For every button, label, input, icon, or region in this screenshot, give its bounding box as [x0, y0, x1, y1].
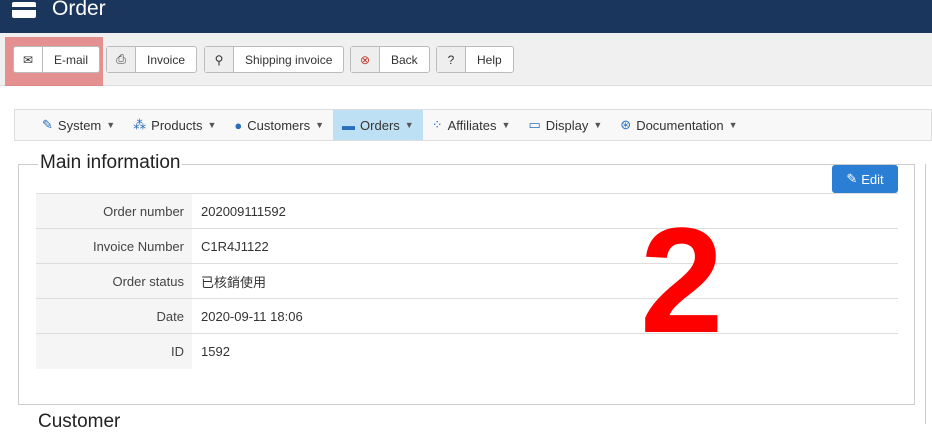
- row-value: 1592: [201, 343, 230, 359]
- nav-affiliates[interactable]: ⁘ Affiliates ▼: [423, 110, 520, 140]
- row-label: ID: [171, 343, 184, 359]
- edit-button[interactable]: ✎ Edit: [832, 165, 898, 193]
- shipping-invoice-label: Shipping invoice: [245, 52, 333, 67]
- nav-system[interactable]: ✎ System ▼: [33, 110, 124, 140]
- table-row: Order status 已核銷使用: [36, 263, 898, 299]
- caret-down-icon: ▼: [315, 120, 325, 130]
- nav-label: Products: [151, 117, 203, 133]
- row-value: C1R4J1122: [201, 238, 269, 254]
- caret-down-icon: ▼: [728, 120, 738, 130]
- nav-products[interactable]: ⁂ Products ▼: [124, 110, 225, 140]
- row-value-cell: 1592: [192, 333, 898, 369]
- main-information-legend: Main information: [38, 152, 183, 174]
- print-icon: ⎙: [107, 47, 136, 72]
- cubes-icon: ⁂: [133, 117, 147, 132]
- invoice-label: Invoice: [147, 52, 186, 67]
- main-information-panel: [18, 164, 915, 405]
- question-circle-icon: ?: [437, 47, 466, 72]
- row-value-cell: 202009111592: [192, 193, 898, 229]
- row-value: 已核銷使用: [201, 274, 267, 290]
- row-value-cell: C1R4J1122: [192, 228, 898, 264]
- back-button[interactable]: ⊗ Back: [350, 46, 430, 73]
- map-marker-icon: ⚲: [205, 47, 234, 72]
- row-label: Order status: [112, 273, 184, 289]
- customer-legend: Customer: [38, 411, 121, 432]
- row-label-cell: ID: [36, 333, 192, 369]
- nav-label: System: [57, 117, 102, 133]
- table-row: Order number 202009111592: [36, 193, 898, 229]
- nav-label: Customers: [247, 117, 311, 133]
- wrench-icon: ✎: [42, 117, 53, 132]
- credit-card-icon: [12, 2, 36, 18]
- help-label: Help: [477, 52, 502, 67]
- caret-down-icon: ▼: [207, 120, 217, 130]
- back-label: Back: [391, 52, 418, 67]
- nav-label: Display: [545, 117, 589, 133]
- table-row: Invoice Number C1R4J1122: [36, 228, 898, 264]
- row-value-cell: 已核銷使用: [192, 263, 898, 299]
- nav-display[interactable]: ▭ Display ▼: [519, 110, 611, 140]
- email-label: E-mail: [54, 52, 89, 67]
- caret-down-icon: ▼: [501, 120, 511, 130]
- row-label-cell: Order status: [36, 263, 192, 299]
- credit-card-icon: ▬: [342, 117, 356, 133]
- times-circle-icon: ⊗: [351, 47, 380, 72]
- help-button[interactable]: ? Help: [436, 46, 514, 73]
- nav-label: Documentation: [636, 117, 724, 133]
- users-icon: ⁘: [431, 117, 443, 132]
- edit-label: Edit: [861, 171, 884, 187]
- invoice-button[interactable]: ⎙ Invoice: [106, 46, 198, 73]
- nav-orders[interactable]: ▬ Orders ▼: [333, 110, 423, 140]
- side-panel: [925, 164, 932, 424]
- row-label-cell: Invoice Number: [36, 228, 192, 264]
- caret-down-icon: ▼: [106, 120, 116, 130]
- main-nav: ✎ System ▼ ⁂ Products ▼ ● Customers ▼ ▬ Orders ▼…: [14, 109, 932, 141]
- caret-down-icon: ▼: [593, 120, 603, 130]
- row-label: Order number: [103, 203, 184, 219]
- envelope-icon: ✉: [14, 47, 43, 72]
- nav-customers[interactable]: ● Customers ▼: [225, 110, 333, 140]
- email-button[interactable]: ✉ E-mail: [13, 46, 101, 73]
- row-label: Date: [156, 308, 184, 324]
- user-icon: ●: [234, 117, 243, 133]
- row-value: 202009111592: [201, 203, 286, 219]
- table-row: Date 2020-09-11 18:06: [36, 298, 898, 334]
- row-label-cell: Order number: [36, 193, 192, 229]
- page-header: Order: [0, 0, 932, 33]
- page-title: Order: [52, 0, 106, 20]
- annotation-number: 2: [640, 196, 724, 364]
- life-ring-icon: ⊛: [620, 117, 632, 132]
- table-row: ID 1592: [36, 333, 898, 369]
- shipping-invoice-button[interactable]: ⚲ Shipping invoice: [204, 46, 345, 73]
- row-value-cell: 2020-09-11 18:06: [192, 298, 898, 334]
- nav-label: Orders: [360, 117, 400, 133]
- nav-label: Affiliates: [447, 117, 497, 133]
- pencil-icon: ✎: [846, 171, 858, 186]
- nav-documentation[interactable]: ⊛ Documentation ▼: [611, 110, 746, 140]
- row-label-cell: Date: [36, 298, 192, 334]
- order-info-table: Order number 202009111592 Invoice Number C1…: [36, 193, 898, 369]
- monitor-icon: ▭: [528, 117, 541, 132]
- caret-down-icon: ▼: [404, 120, 414, 130]
- row-label: Invoice Number: [92, 238, 184, 254]
- row-value: 2020-09-11 18:06: [201, 308, 303, 324]
